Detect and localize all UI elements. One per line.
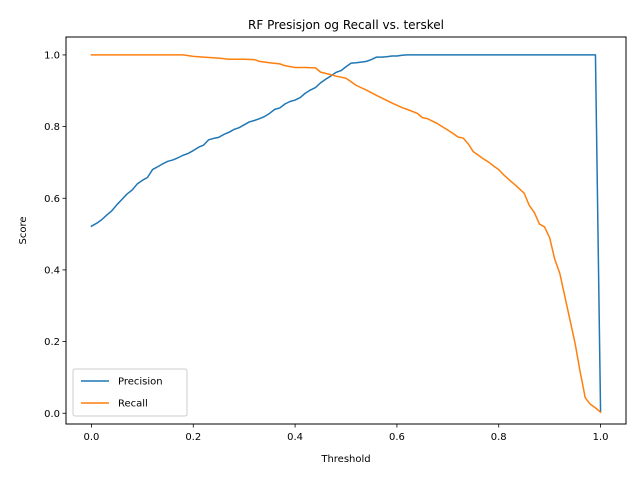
chart-title: RF Presisjon og Recall vs. terskel (248, 18, 444, 32)
y-axis: 0.0 0.2 0.4 0.6 0.8 1.0 (44, 50, 66, 420)
x-tick-label: 0.4 (287, 432, 303, 443)
legend-label-recall: Recall (118, 399, 148, 410)
legend: Precision Recall (72, 368, 188, 417)
x-tick-label: 1.0 (593, 432, 609, 443)
x-tick-label: 0.8 (491, 432, 507, 443)
y-tick-label: 1.0 (44, 50, 60, 61)
x-axis-title: Threshold (320, 454, 370, 465)
x-tick-label: 0.0 (84, 432, 100, 443)
plot-frame (65, 36, 627, 425)
series-line-precision (90, 54, 602, 413)
y-axis-title: Score (18, 216, 29, 244)
series-layer (90, 54, 602, 414)
y-tick-label: 0.6 (44, 194, 60, 205)
x-axis: 0.0 0.2 0.4 0.6 0.8 1.0 (84, 424, 609, 443)
y-tick-label: 0.2 (44, 337, 60, 348)
y-tick-label: 0.8 (44, 122, 60, 133)
x-tick-label: 0.2 (185, 432, 201, 443)
y-tick-label: 0.4 (44, 265, 60, 276)
x-tick-label: 0.6 (389, 432, 405, 443)
legend-label-precision: Precision (118, 377, 163, 388)
plot-area (66, 37, 626, 424)
y-tick-label: 0.0 (44, 409, 60, 420)
series-line-recall (90, 54, 602, 414)
